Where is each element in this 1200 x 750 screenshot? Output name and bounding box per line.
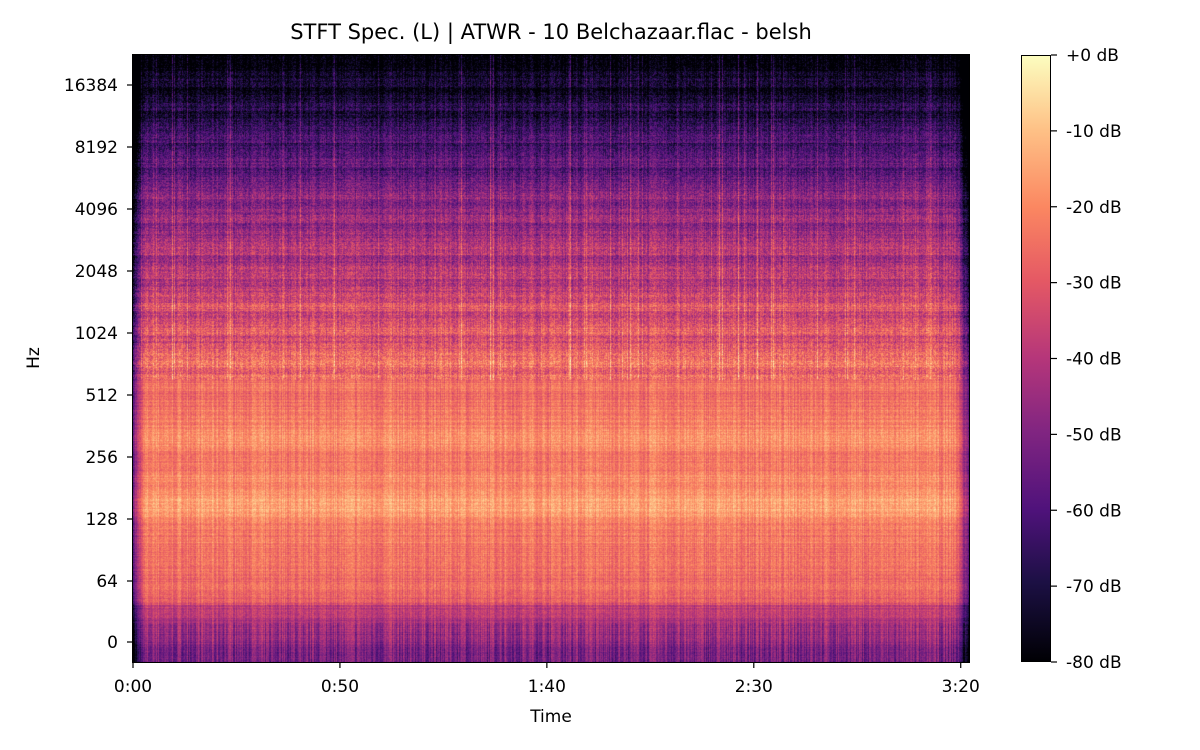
x-tick-label: 1:40: [528, 677, 566, 697]
y-tick-label: 16384: [64, 76, 118, 96]
colorbar-tick-label: -20 dB: [1066, 198, 1122, 218]
y-tick-label: 0: [107, 633, 118, 653]
y-tick-label: 64: [96, 572, 118, 592]
colorbar-tick-label: -10 dB: [1066, 122, 1122, 142]
y-tick-label: 128: [86, 510, 118, 530]
y-tick-label: 512: [86, 386, 118, 406]
x-tick-label: 2:30: [735, 677, 773, 697]
y-tick-label: 256: [86, 448, 118, 468]
x-axis-label: Time: [529, 707, 572, 727]
spectrogram-heatmap: [133, 55, 969, 662]
colorbar-tick-label: +0 dB: [1066, 46, 1119, 66]
colorbar-tick-label: -40 dB: [1066, 350, 1122, 370]
colorbar-tick-label: -30 dB: [1066, 274, 1122, 294]
y-axis-label: Hz: [24, 347, 44, 369]
x-tick-label: 3:20: [942, 677, 980, 697]
chart-title: STFT Spec. (L) | ATWR - 10 Belchazaar.fl…: [290, 20, 812, 44]
y-tick-label: 4096: [75, 200, 118, 220]
colorbar-tick-label: -50 dB: [1066, 425, 1122, 445]
colorbar-tick-label: -70 dB: [1066, 577, 1122, 597]
y-tick-label: 8192: [75, 138, 118, 158]
colorbar: [1021, 55, 1051, 662]
y-tick-label: 2048: [75, 262, 118, 282]
x-tick-label: 0:00: [114, 677, 152, 697]
colorbar-tick-label: -80 dB: [1066, 653, 1122, 673]
x-tick-label: 0:50: [321, 677, 359, 697]
colorbar-tick-label: -60 dB: [1066, 501, 1122, 521]
y-tick-label: 1024: [75, 324, 118, 344]
